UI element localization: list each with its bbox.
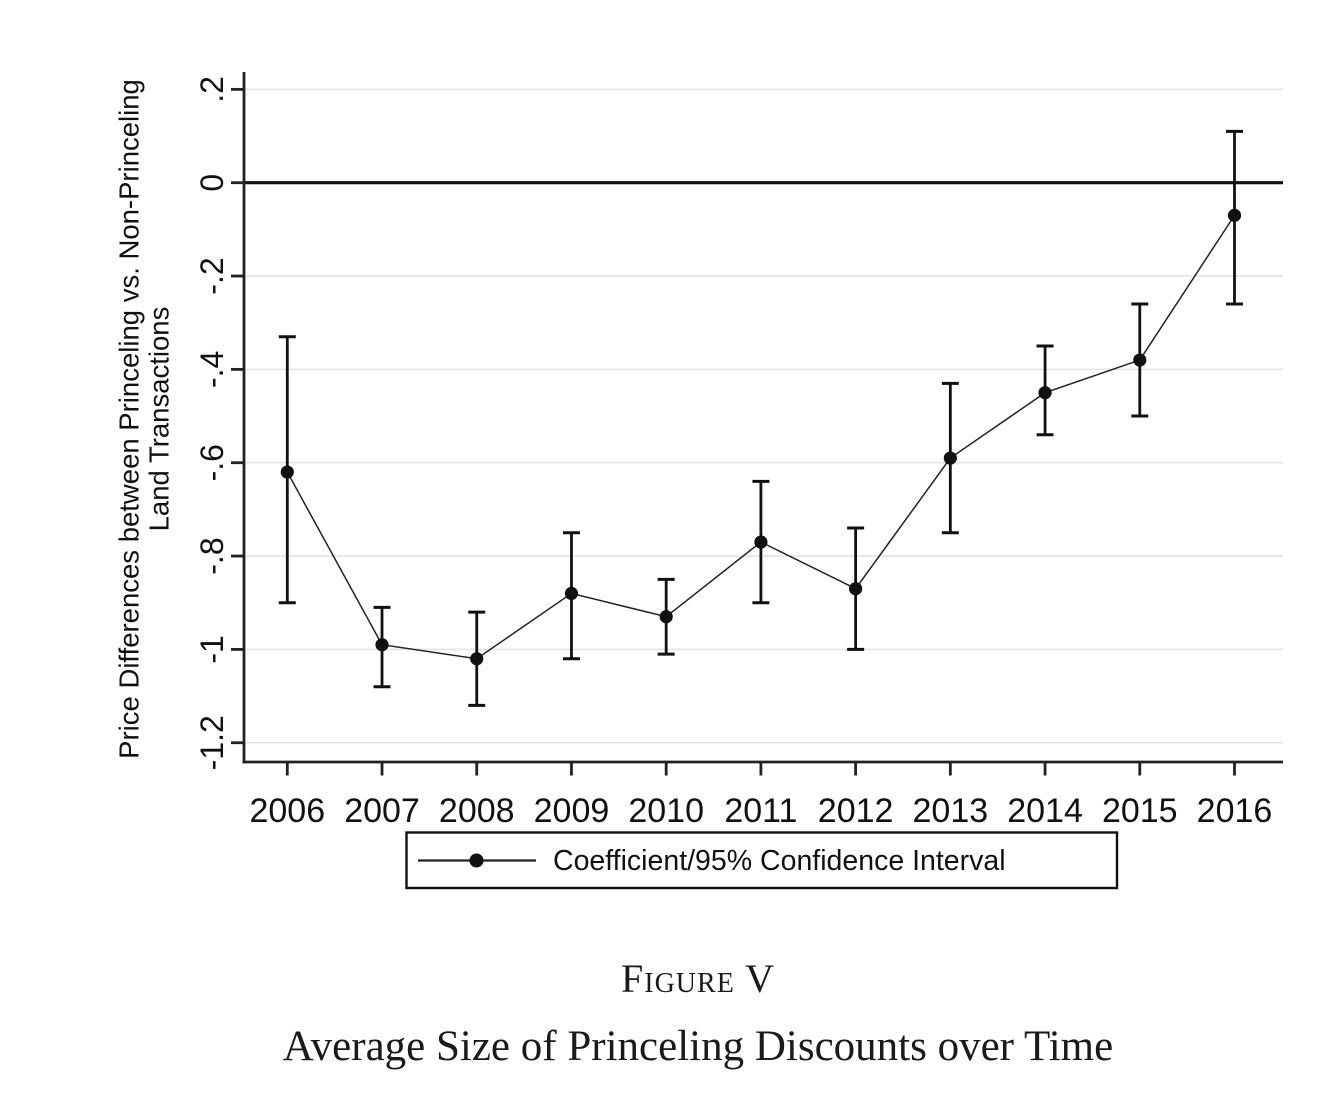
legend-label: Coefficient/95% Confidence Interval — [553, 845, 1006, 877]
y-tick-label: 0 — [194, 174, 230, 192]
data-point — [1133, 353, 1147, 367]
data-point — [564, 586, 579, 600]
y-axis-title: Price Differences between Princeling vs.… — [114, 79, 145, 759]
x-tick-label: 2013 — [913, 792, 989, 830]
legend-box: Coefficient/95% Confidence Interval — [405, 831, 1119, 890]
x-tick-label: 2008 — [439, 792, 515, 830]
x-tick-label: 2006 — [249, 792, 325, 830]
data-point — [375, 638, 389, 652]
y-tick-label: -1.2 — [194, 715, 230, 770]
x-tick-label: 2015 — [1102, 792, 1178, 830]
y-tick-label: -.8 — [194, 537, 230, 574]
figure-title: Average Size of Princeling Discounts ove… — [282, 1023, 1114, 1070]
y-axis-title: Land Transactions — [144, 307, 175, 532]
x-tick-label: 2009 — [534, 792, 610, 830]
x-tick-label: 2011 — [724, 792, 797, 830]
data-point — [1227, 208, 1242, 222]
axes-layer: .2 0 -.2 -.4 -.6 -.8 -1 -1.2 2006 2007 2008 2009 201… — [114, 72, 1283, 830]
legend-marker-icon — [469, 853, 484, 868]
data-point — [754, 535, 768, 549]
gridlines-layer — [244, 88, 1283, 744]
x-tick-label: 2007 — [344, 792, 420, 830]
figure-label: Figure V — [621, 956, 775, 1001]
y-tick-label: .2 — [194, 76, 230, 103]
data-point — [849, 582, 863, 596]
y-tick-label: -.2 — [194, 257, 230, 294]
data-point — [943, 451, 957, 465]
x-tick-label: 2012 — [818, 792, 894, 830]
x-tick-label: 2016 — [1197, 792, 1273, 830]
data-point — [1038, 386, 1052, 400]
y-tick-label: -.6 — [194, 444, 230, 481]
x-tick-label: 2010 — [628, 792, 704, 830]
data-series-layer — [278, 129, 1243, 707]
data-point — [470, 652, 484, 666]
x-tick-label: 2014 — [1007, 792, 1083, 830]
data-point — [659, 610, 673, 624]
y-tick-label: -1 — [194, 635, 230, 663]
data-point — [280, 465, 294, 479]
y-tick-label: -.4 — [194, 351, 230, 388]
